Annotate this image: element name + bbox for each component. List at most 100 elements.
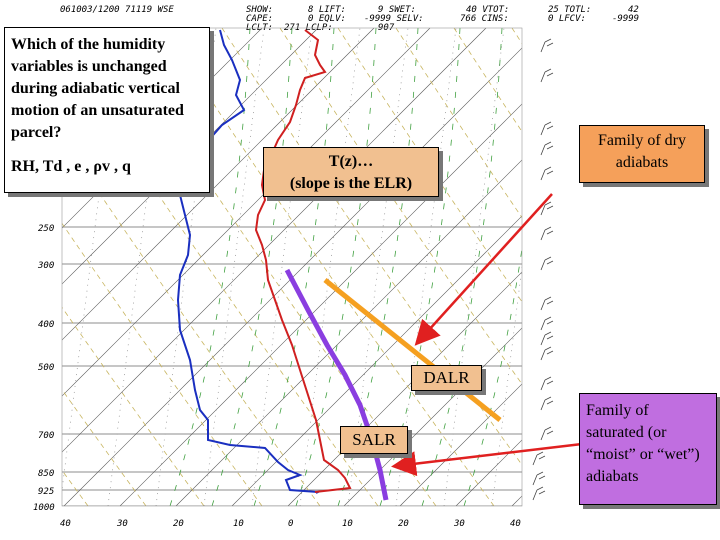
moist-adiabats-arrow <box>391 442 583 477</box>
temp-label-3: 20 <box>173 519 184 529</box>
tz-label-box: T(z)… (slope is the ELR) <box>263 147 439 197</box>
tz-label-line1: T(z)… <box>328 153 374 170</box>
wind-barb <box>540 68 554 83</box>
isotherm-line <box>175 159 522 506</box>
header-col5-row1: 25 TOTL: <box>548 5 591 15</box>
moist-adiabats-label: Family of saturated (or “moist” or “wet”… <box>579 393 717 505</box>
header-col4-row2: 766 CINS: <box>460 14 509 24</box>
isotherm-line <box>63 47 522 506</box>
moist-adiabat-line <box>463 245 522 506</box>
wind-barb <box>540 201 554 216</box>
temp-label-8: 30 <box>453 519 465 529</box>
isotherm-line <box>62 28 431 397</box>
mixing-ratio-line <box>251 28 313 506</box>
dry-adiabat-line <box>62 136 321 506</box>
pressure-label-925: 925 <box>38 487 54 497</box>
header-col6-row2: -9999 <box>612 14 639 24</box>
wind-barb <box>540 376 554 391</box>
wind-barb <box>540 331 554 346</box>
salr-line <box>284 268 389 501</box>
dry-adiabat-line <box>62 222 263 506</box>
header-col3-row1: 9 SWET: <box>378 5 416 15</box>
isotherm-line <box>62 28 487 453</box>
header-station: 061003/1200 71119 WSE <box>60 5 174 15</box>
isotherm-line <box>119 103 522 506</box>
mixing-ratio-line <box>107 28 169 506</box>
pressure-label-400: 400 <box>38 320 54 330</box>
pressure-label-500: 500 <box>38 363 54 373</box>
dalr-line <box>323 278 502 422</box>
temp-label-2: 30 <box>116 519 128 529</box>
temperature-profile <box>254 29 352 493</box>
mixing-ratio-line <box>443 28 505 506</box>
mixing-ratio-line <box>395 28 457 506</box>
header-col1-row2: CAPE: <box>246 14 273 24</box>
dry-adiabats-arrow <box>414 193 553 346</box>
header-col5-row2: 0 LFCV: <box>548 14 586 24</box>
isotherm-line <box>62 28 319 285</box>
wind-barb <box>540 316 554 331</box>
pressure-axis: 250 300 400 500 700 850 925 1000 <box>33 224 55 513</box>
wind-barb <box>540 226 554 241</box>
wind-barbs <box>532 38 554 501</box>
pressure-label-850: 850 <box>38 469 54 479</box>
temp-label-7: 20 <box>398 519 409 529</box>
tz-label-line2: (slope is the ELR) <box>289 175 413 192</box>
header-col2-row1: 8 LIFT: <box>308 5 346 15</box>
pressure-label-300: 300 <box>37 261 54 271</box>
plot-frame <box>61 27 523 507</box>
dry-adiabat-line <box>62 48 379 506</box>
moist-adiabat-line <box>211 28 293 506</box>
mixing-ratio-line <box>347 28 409 506</box>
temp-label-1: 40 <box>60 519 71 529</box>
wind-barb <box>540 121 554 136</box>
dry-adiabat-line <box>337 28 522 303</box>
question-text: Which of the humidity variables is uncha… <box>11 36 184 141</box>
isotherm-line <box>343 327 522 506</box>
isotherm-line <box>231 215 522 506</box>
wind-barb <box>540 141 554 156</box>
pressure-label-700: 700 <box>38 431 54 441</box>
dry-adiabats-label: Family of dry adiabats <box>579 125 705 183</box>
wind-barb <box>540 296 554 311</box>
moist-adiabat-line <box>253 28 335 506</box>
wind-barb <box>540 38 554 53</box>
wind-barb <box>540 346 554 361</box>
temp-label-6: 10 <box>342 519 353 529</box>
header-col2-row2: 0 EQLV: <box>308 14 346 24</box>
moist-adiabat-line <box>295 28 377 506</box>
wind-barb <box>540 166 554 181</box>
moist-adiabat-line <box>379 28 461 506</box>
dewpoint-profile <box>176 29 322 494</box>
wind-barb <box>540 256 554 271</box>
temp-label-4: 10 <box>233 519 244 529</box>
mixing-ratio-line <box>299 28 361 506</box>
moist-adiabat-line <box>337 28 419 506</box>
temperature-axis: 40 30 20 10 0 10 20 30 40 <box>60 519 521 529</box>
wind-barb <box>540 396 554 411</box>
dry-adiabat-line <box>279 28 522 385</box>
header-col4-row1: 40 VTOT: <box>466 5 509 15</box>
wind-barb <box>532 451 546 466</box>
mixing-ratio-line <box>62 28 121 493</box>
mixing-ratio-line <box>203 28 265 506</box>
question-box: Which of the humidity variables is uncha… <box>4 27 210 193</box>
wind-barb <box>532 486 546 501</box>
mixing-ratio-line <box>155 28 217 506</box>
header-col3-row2: -9999 SELV: <box>364 14 424 24</box>
dry-adiabat-line <box>62 306 205 506</box>
dry-adiabat-line <box>62 388 147 506</box>
moist-adiabat-line <box>421 28 503 506</box>
wind-barb <box>540 426 554 441</box>
temp-label-5: 0 <box>288 519 293 529</box>
header-col6-row1: 42 <box>628 5 639 15</box>
temp-label-9: 40 <box>510 519 521 529</box>
moist-adiabat-line <box>169 28 251 506</box>
dry-adiabat-line <box>221 28 522 466</box>
dalr-label: DALR <box>411 365 482 391</box>
pressure-label-1000: 1000 <box>33 503 55 513</box>
salr-label: SALR <box>340 426 408 454</box>
dry-adiabat-line <box>163 28 495 506</box>
question-answer: RH, Td , e , ρv , q <box>11 158 131 175</box>
isotherm-line <box>399 383 522 506</box>
